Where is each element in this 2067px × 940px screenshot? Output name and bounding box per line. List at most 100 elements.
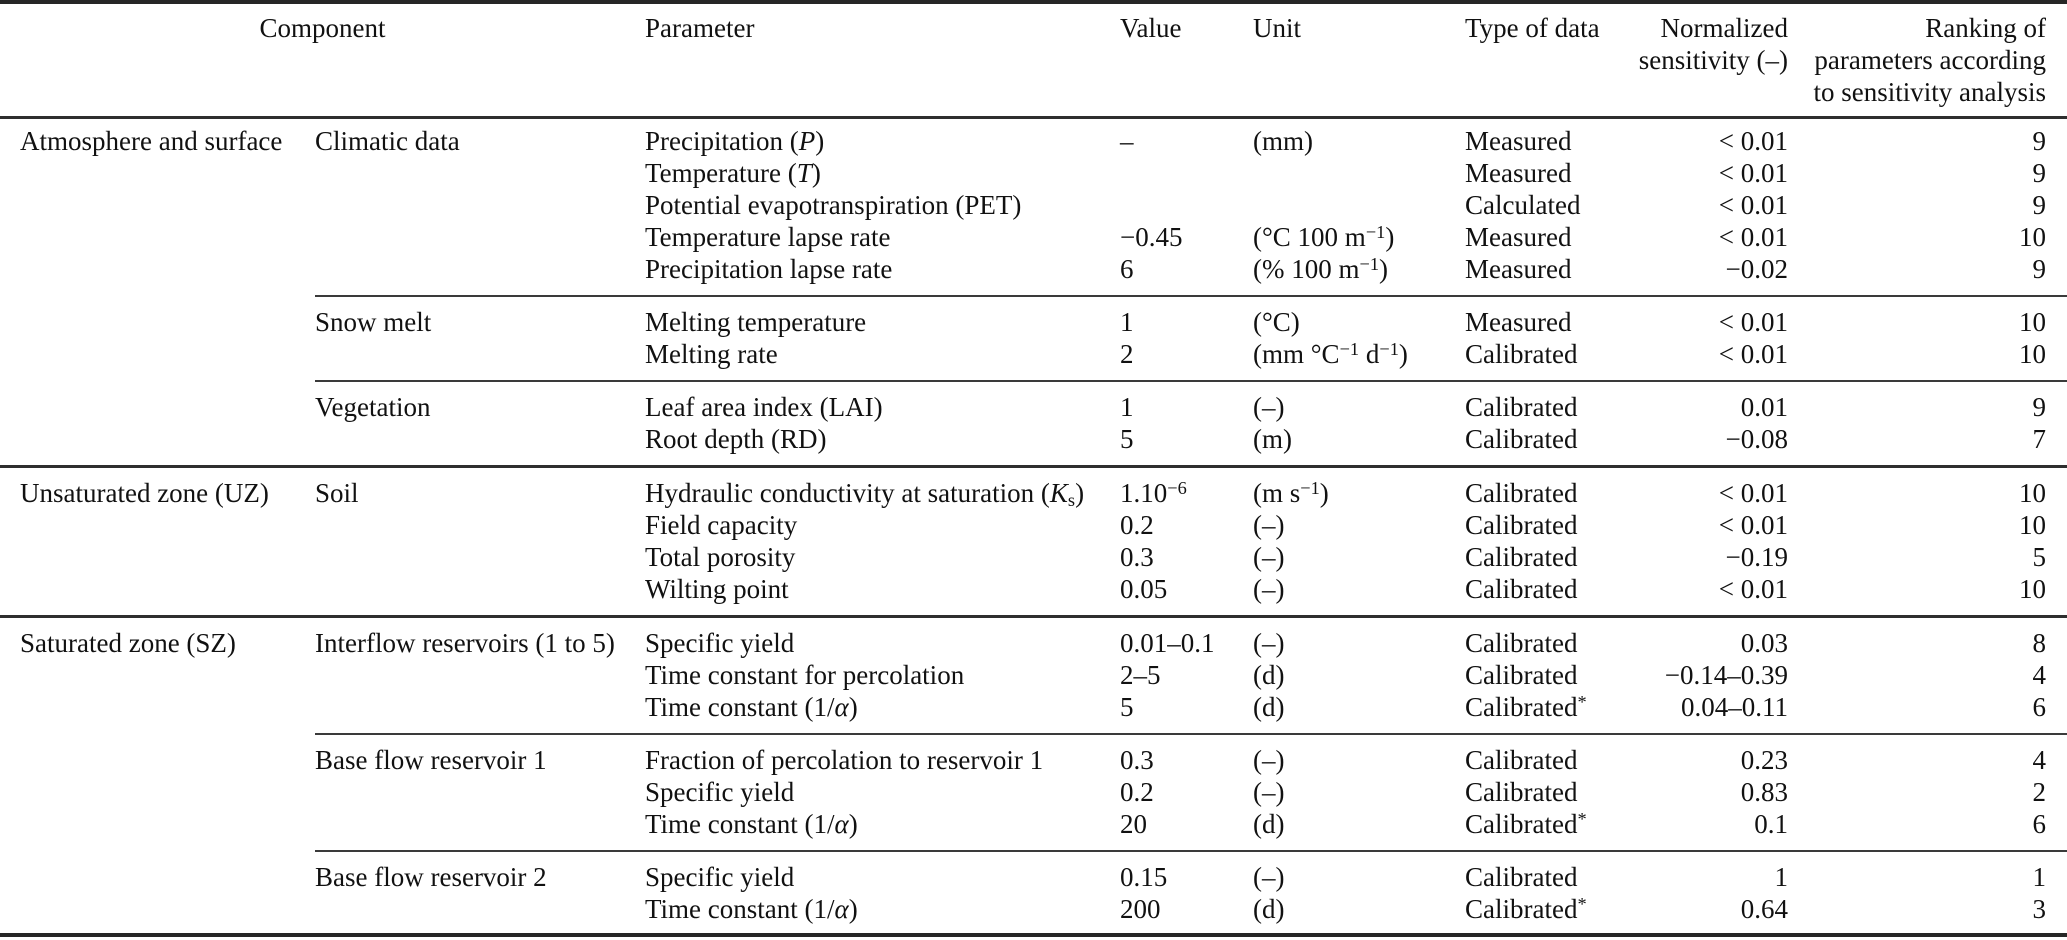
parameter-cell: Precipitation (P) bbox=[645, 126, 825, 156]
unit-cell: (–) bbox=[1253, 850, 1465, 893]
type-cell: Calculated bbox=[1465, 190, 1581, 220]
value-cell: 0.01–0.1 bbox=[1120, 615, 1253, 659]
type-cell: Calibrated bbox=[1465, 615, 1635, 659]
parameter-cell: Specific yield bbox=[645, 615, 1120, 659]
table-row: Total porosity 0.3 (–) Calibrated −0.19 … bbox=[0, 541, 2067, 573]
sensitivity-cell: 0.03 bbox=[1635, 615, 1788, 659]
header-ranking: Ranking of parameters according to sensi… bbox=[1788, 2, 2067, 119]
type-cell: Calibrated bbox=[1465, 424, 1578, 454]
group-cell: Soil bbox=[315, 465, 645, 617]
ranking-cell: 10 bbox=[1788, 295, 2067, 338]
sensitivity-cell: < 0.01 bbox=[1718, 222, 1788, 252]
type-cell: Calibrated bbox=[1465, 850, 1635, 893]
table-row: Base flow reservoir 1 Fraction of percol… bbox=[0, 733, 2067, 851]
group-cell: Base flow reservoir 2 bbox=[315, 850, 645, 935]
header-unit: Unit bbox=[1253, 2, 1465, 119]
parameter-cell: Fraction of percolation to reservoir 1 bbox=[645, 733, 1120, 776]
sensitivity-cell: 0.64 bbox=[1740, 894, 1788, 924]
value-cell: 0.3 bbox=[1120, 542, 1154, 572]
sensitivity-cell: −0.19 bbox=[1725, 542, 1788, 572]
parameter-cell: Temperature lapse rate bbox=[645, 222, 891, 252]
value-cell: 0.05 bbox=[1120, 574, 1168, 604]
ranking-cell: 5 bbox=[2032, 542, 2047, 572]
value-cell: 20 bbox=[1120, 809, 1147, 839]
table-row: Temperature lapse rate −0.45 (°C 100 m−1… bbox=[0, 221, 2067, 253]
ranking-cell: 1 bbox=[1788, 850, 2067, 893]
header-type-of-data: Type of data bbox=[1465, 2, 1635, 119]
type-cell: Calibrated bbox=[1465, 339, 1578, 369]
type-cell: Calibrated* bbox=[1465, 808, 1587, 839]
unit-cell: (d) bbox=[1253, 894, 1285, 924]
unit-cell: (d) bbox=[1253, 692, 1285, 722]
type-cell: Calibrated* bbox=[1465, 893, 1587, 924]
table-row: Snow melt Melting temperature 1 (°C) Mea… bbox=[0, 295, 2067, 381]
value-cell: 0.15 bbox=[1120, 850, 1253, 893]
type-cell: Calibrated bbox=[1465, 574, 1578, 604]
ranking-cell: 6 bbox=[2032, 692, 2047, 722]
ranking-cell: 6 bbox=[2032, 809, 2047, 839]
ranking-cell: 9 bbox=[1788, 380, 2067, 423]
type-cell: Measured bbox=[1465, 295, 1635, 338]
parameter-cell: Field capacity bbox=[645, 510, 798, 540]
sensitivity-cell: −0.08 bbox=[1725, 424, 1788, 454]
parameter-cell: Time constant for percolation bbox=[645, 660, 965, 690]
value-cell: 1.10−6 bbox=[1120, 465, 1253, 509]
ranking-cell: 3 bbox=[2032, 894, 2047, 924]
sensitivity-cell: 1 bbox=[1635, 850, 1788, 893]
unit-cell: (–) bbox=[1253, 510, 1285, 540]
sensitivity-cell: 0.23 bbox=[1635, 733, 1788, 776]
parameter-cell: Time constant (1/α) bbox=[645, 809, 858, 839]
sensitivity-cell: < 0.01 bbox=[1718, 190, 1788, 220]
parameter-cell: Wilting point bbox=[645, 574, 789, 604]
value-cell: 1 bbox=[1120, 380, 1253, 423]
type-cell: Calibrated* bbox=[1465, 691, 1587, 722]
value-cell bbox=[1120, 189, 1253, 221]
component-cell: Unsaturated zone (UZ) bbox=[0, 465, 315, 617]
sensitivity-cell: < 0.01 bbox=[1718, 126, 1788, 156]
group-cell: Climatic data bbox=[315, 126, 460, 156]
table-row: Specific yield 0.2 (–) Calibrated 0.83 2 bbox=[0, 776, 2067, 808]
table-row: Time constant for percolation 2–5 (d) Ca… bbox=[0, 659, 2067, 691]
value-cell: −0.45 bbox=[1120, 222, 1183, 252]
ranking-cell: 9 bbox=[2032, 158, 2047, 188]
unit-cell: (–) bbox=[1253, 542, 1285, 572]
value-cell: 5 bbox=[1120, 692, 1134, 722]
unit-cell: (–) bbox=[1253, 574, 1285, 604]
type-cell: Calibrated bbox=[1465, 733, 1635, 776]
value-cell: 2 bbox=[1120, 339, 1134, 369]
component-cell: Saturated zone (SZ) bbox=[0, 615, 315, 935]
sensitivity-cell: 0.83 bbox=[1740, 777, 1788, 807]
header-sensitivity-line2: sensitivity (–) bbox=[1638, 45, 1788, 75]
value-cell: 5 bbox=[1120, 424, 1134, 454]
value-cell: – bbox=[1120, 126, 1134, 156]
value-cell: 0.3 bbox=[1120, 733, 1253, 776]
sensitivity-cell: < 0.01 bbox=[1718, 158, 1788, 188]
header-sensitivity-line1: Normalized bbox=[1660, 13, 1788, 43]
table-row: Atmosphere and surface Climatic data Pre… bbox=[0, 118, 2067, 158]
parameter-cell: Time constant (1/α) bbox=[645, 894, 858, 924]
sensitivity-cell: −0.14–0.39 bbox=[1664, 660, 1788, 690]
type-cell: Calibrated bbox=[1465, 510, 1578, 540]
unit-cell: (°C) bbox=[1253, 295, 1465, 338]
unit-cell: (m s−1) bbox=[1253, 465, 1465, 509]
ranking-cell: 4 bbox=[2032, 660, 2047, 690]
value-cell bbox=[1120, 157, 1253, 189]
table-row: Base flow reservoir 2 Specific yield 0.1… bbox=[0, 850, 2067, 935]
unit-cell: (% 100 m−1) bbox=[1253, 253, 1389, 284]
type-cell: Calibrated bbox=[1465, 542, 1578, 572]
ranking-cell: 9 bbox=[2032, 126, 2047, 156]
type-cell: Calibrated bbox=[1465, 660, 1578, 690]
ranking-cell: 10 bbox=[2019, 339, 2046, 369]
group-cell: Interflow reservoirs (1 to 5) bbox=[315, 615, 645, 734]
unit-cell: (mm °C−1 d−1) bbox=[1253, 338, 1408, 369]
value-cell: 6 bbox=[1120, 254, 1134, 284]
unit-cell: (d) bbox=[1253, 809, 1285, 839]
sensitivity-cell: 0.04–0.11 bbox=[1681, 692, 1788, 722]
header-component: Component bbox=[0, 2, 645, 119]
group-cell: Vegetation bbox=[315, 380, 645, 467]
table-row: Time constant (1/α) 20 (d) Calibrated* 0… bbox=[0, 808, 2067, 851]
parameter-cell: Hydraulic conductivity at saturation (Ks… bbox=[645, 465, 1120, 509]
ranking-cell: 9 bbox=[2032, 254, 2047, 284]
header-parameter: Parameter bbox=[645, 2, 1120, 119]
